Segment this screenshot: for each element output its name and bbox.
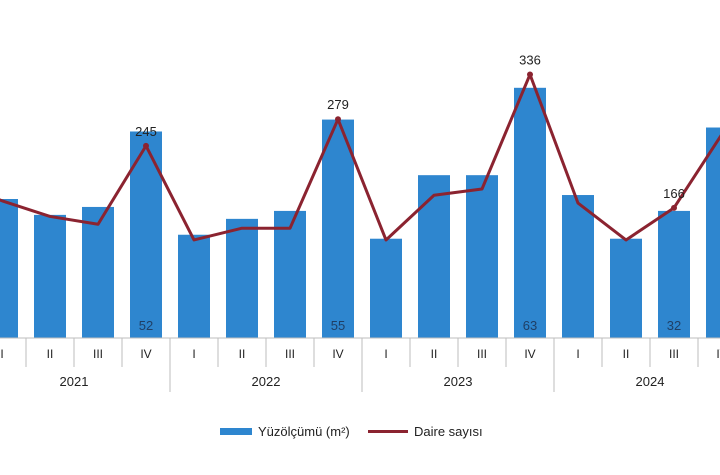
quarter-label: IV <box>524 347 535 361</box>
bar-2022-IV <box>322 119 354 338</box>
quarter-label: III <box>669 347 679 361</box>
line-series <box>0 71 720 242</box>
bar-2022-I <box>178 234 210 338</box>
line-point-2024-III <box>671 204 677 211</box>
quarter-label: III <box>285 347 295 361</box>
bar-2023-III <box>466 175 498 338</box>
bar-label-2022-IV: 55 <box>331 318 345 333</box>
year-label-2021: 2021 <box>60 374 89 389</box>
line-value-labels: 245 279 336 166 <box>135 53 685 201</box>
bar-label-2021-IV: 52 <box>139 318 153 333</box>
quarter-label: I <box>384 347 387 361</box>
bar-value-labels: 52 55 63 32 <box>139 318 681 333</box>
quarter-label: II <box>431 347 438 361</box>
bar-2024-IV <box>706 127 720 338</box>
bar-2023-I <box>370 238 402 338</box>
bar-2024-II <box>610 238 642 338</box>
quarter-label: III <box>93 347 103 361</box>
quarter-label: IV <box>332 347 343 361</box>
quarter-label: I <box>576 347 579 361</box>
line-label-2024-III: 166 <box>663 186 685 201</box>
bar-2024-III <box>658 210 690 338</box>
x-axis: IIIIIIIVIIIIIIIVIIIIIIIVIIIIIIIV20212022… <box>0 337 720 392</box>
legend-bar-label: Yüzölçümü (m²) <box>258 424 350 439</box>
quarter-label: IV <box>140 347 151 361</box>
year-label-2024: 2024 <box>636 374 665 389</box>
bar-2022-II <box>226 218 258 338</box>
bar-2023-IV <box>514 87 546 338</box>
quarter-label: II <box>623 347 630 361</box>
legend-bar-swatch <box>220 428 252 435</box>
quarter-label: II <box>47 347 54 361</box>
quarter-label: III <box>477 347 487 361</box>
bar-label-2023-IV: 63 <box>523 318 537 333</box>
bar-label-2024-III: 32 <box>667 318 681 333</box>
legend-line-label: Daire sayısı <box>414 424 483 439</box>
quarter-label: I <box>192 347 195 361</box>
bar-series <box>0 87 720 338</box>
year-label-2022: 2022 <box>252 374 281 389</box>
line-label-2022-IV: 279 <box>327 97 349 112</box>
line-point-2023-IV <box>527 71 533 78</box>
line-label-2021-IV: 245 <box>135 124 157 139</box>
bar-2021-III <box>82 206 114 338</box>
bar-2023-II <box>418 175 450 338</box>
legend: Yüzölçümü (m²) Daire sayısı <box>220 424 483 439</box>
bar-2022-III <box>274 210 306 338</box>
line-label-2023-IV: 336 <box>519 53 541 68</box>
quarter-label: I <box>0 347 3 361</box>
bar-2024-I <box>562 195 594 338</box>
year-label-2023: 2023 <box>444 374 473 389</box>
line-point-2022-IV <box>335 116 341 123</box>
quarter-label: IV <box>716 347 720 361</box>
quarter-label: II <box>239 347 246 361</box>
bar-2021-I <box>0 199 18 338</box>
line-point-2021-IV <box>143 142 149 149</box>
bar-2021-II <box>34 214 66 338</box>
